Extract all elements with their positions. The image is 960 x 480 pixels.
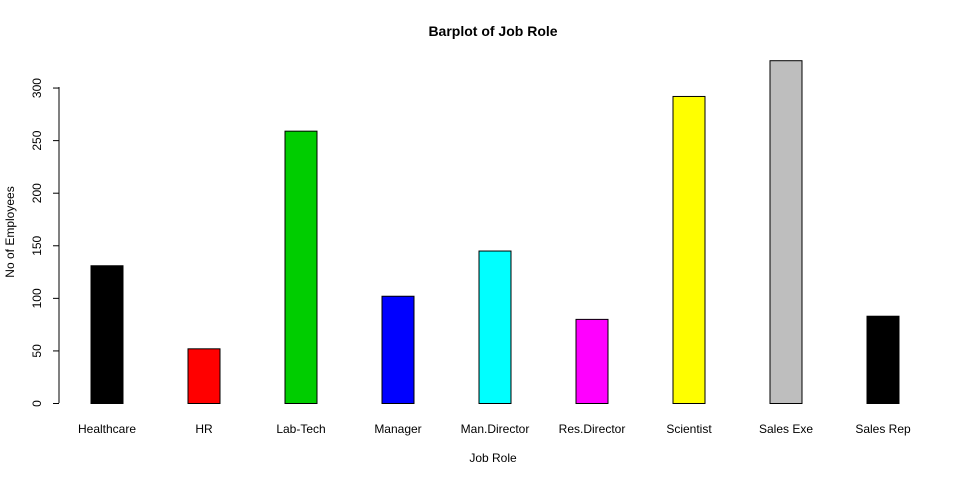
y-tick-label: 300 <box>30 78 44 98</box>
y-tick-label: 250 <box>30 130 44 150</box>
x-tick-label: Lab-Tech <box>276 422 325 436</box>
y-axis: 0 50 100 150 200 250 300 <box>30 78 60 407</box>
x-tick-label: Man.Director <box>461 422 530 436</box>
y-tick-label: 200 <box>30 183 44 203</box>
x-tick-label: HR <box>195 422 213 436</box>
bars-group <box>90 60 900 405</box>
y-tick-label: 150 <box>30 235 44 255</box>
bar-sales-rep <box>866 315 900 404</box>
bar-lab-tech <box>284 130 318 404</box>
x-tick-labels: Healthcare HR Lab-Tech Manager Man.Director R… <box>78 422 911 436</box>
y-tick-label: 50 <box>30 344 44 358</box>
y-tick-label: 0 <box>30 400 44 407</box>
bar-sales-exe <box>769 60 803 404</box>
bar-man-director <box>478 250 512 404</box>
x-tick-label: Manager <box>374 422 421 436</box>
bar-hr <box>187 348 221 404</box>
x-tick-label: Scientist <box>666 422 712 436</box>
x-tick-label: Res.Director <box>559 422 626 436</box>
bar-scientist <box>672 95 706 404</box>
bar-healthcare <box>90 265 124 405</box>
bar-manager <box>381 295 415 405</box>
x-tick-label: Healthcare <box>78 422 136 436</box>
bar-res-director <box>575 318 609 405</box>
y-axis-label: No of Employees <box>3 186 17 277</box>
chart-title: Barplot of Job Role <box>428 23 557 39</box>
x-tick-label: Sales Exe <box>759 422 813 436</box>
y-tick-label: 100 <box>30 288 44 308</box>
x-axis-label: Job Role <box>469 451 517 465</box>
x-tick-label: Sales Rep <box>855 422 911 436</box>
